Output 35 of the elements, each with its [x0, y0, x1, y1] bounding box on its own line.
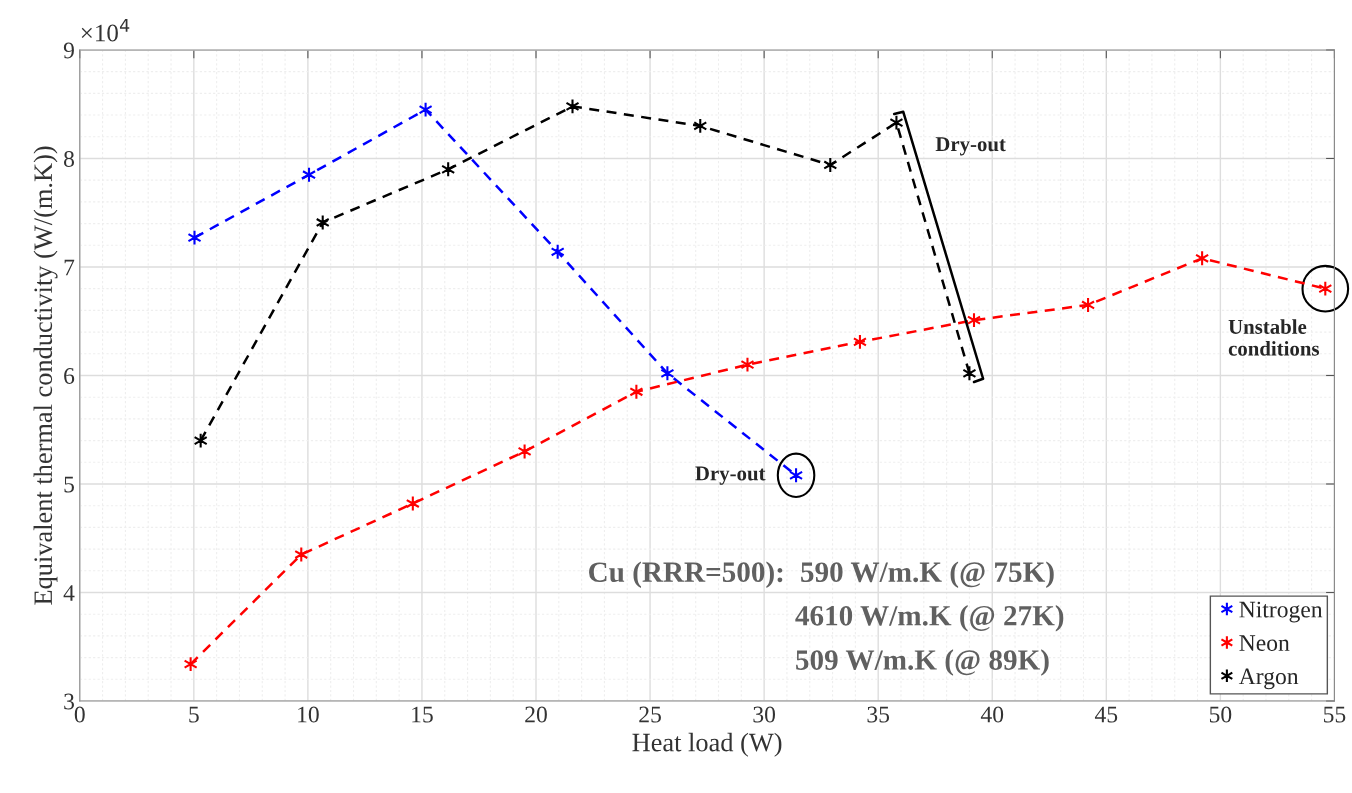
annotation: Unstable conditions: [1228, 319, 1320, 356]
y-tick-label: 6: [64, 368, 75, 384]
annotation: 509 W/m.K (@ 89K): [796, 649, 1049, 676]
y-tick-label: 5: [64, 476, 74, 493]
annotation: Cu (RRR=500):: [589, 561, 783, 588]
legend-label: Neon: [1239, 635, 1290, 651]
y-tick-label: 7: [64, 259, 75, 276]
x-tick-label: 5: [189, 706, 199, 723]
x-tick-label: 0: [74, 706, 85, 723]
x-tick-label: 55: [1323, 706, 1346, 723]
x-tick-label: 20: [525, 706, 547, 723]
y-tick-label: 3: [64, 693, 74, 710]
x-tick-label: 35: [867, 706, 890, 723]
x-tick-label: 40: [980, 706, 1004, 723]
text: ×10$^{4}$: [81, 18, 130, 42]
x-tick-label: 30: [753, 706, 776, 723]
point: [740, 356, 755, 373]
annotation: 4610 W/m.K (@ 27K): [795, 605, 1064, 632]
annotation: 590 W/m.K (@ 75K): [801, 561, 1054, 588]
x-axis-title: Heat load (W): [632, 732, 782, 757]
legend-label: Nitrogen: [1239, 601, 1323, 623]
point: [565, 98, 580, 115]
x-tick-label: 15: [412, 706, 433, 723]
y-tick-label: 4: [63, 585, 75, 601]
y-tick-label: 9: [63, 42, 74, 59]
point: [187, 229, 202, 246]
y-axis-title: Equivalent thermal conductivity (W/(m.K)): [33, 146, 58, 605]
x-tick-label: 25: [639, 706, 661, 723]
annotation: Dry-out: [935, 137, 1006, 156]
x-tick-label: 45: [1094, 706, 1118, 723]
annotation: Dry-out: [695, 466, 766, 485]
x-tick-label: 10: [298, 706, 319, 723]
y-tick-label: 8: [64, 150, 75, 167]
x-tick-label: 50: [1209, 706, 1232, 723]
legend-label: Argon: [1238, 668, 1299, 690]
